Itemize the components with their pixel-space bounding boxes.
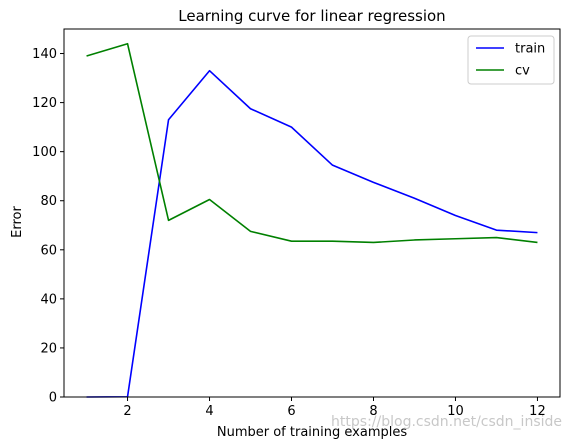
y-tick-label: 80 bbox=[40, 194, 57, 209]
y-tick-label: 40 bbox=[40, 292, 57, 307]
x-tick-label: 6 bbox=[287, 404, 295, 419]
x-tick-label: 4 bbox=[205, 404, 213, 419]
watermark-text: https://blog.csdn.net/csdn_inside bbox=[331, 414, 562, 430]
y-tick-label: 140 bbox=[32, 47, 57, 62]
y-tick-label: 60 bbox=[40, 243, 57, 258]
legend-label-cv: cv bbox=[515, 64, 530, 79]
series-line-cv bbox=[86, 42, 538, 244]
chart-title: Learning curve for linear regression bbox=[178, 7, 445, 25]
y-tick-label: 100 bbox=[32, 145, 57, 160]
plot-frame bbox=[63, 28, 561, 398]
y-axis-title: Error bbox=[10, 206, 25, 238]
y-axis: 0 20 40 60 80 100 120 140 bbox=[32, 47, 64, 406]
x-tick-label: 2 bbox=[123, 404, 131, 419]
x-tick-label: 8 bbox=[369, 404, 377, 419]
y-tick-label: 0 bbox=[49, 391, 57, 406]
x-axis-title: Number of training examples bbox=[217, 425, 407, 439]
x-tick-label: 10 bbox=[447, 404, 464, 419]
y-tick-label: 20 bbox=[40, 341, 57, 356]
series-line-train bbox=[86, 69, 538, 398]
y-tick-label: 120 bbox=[32, 96, 57, 111]
x-tick-label: 12 bbox=[529, 404, 546, 419]
legend: train cv bbox=[467, 35, 555, 85]
legend-label-train: train bbox=[515, 42, 545, 57]
x-axis: 2 4 6 8 10 12 bbox=[123, 397, 546, 419]
